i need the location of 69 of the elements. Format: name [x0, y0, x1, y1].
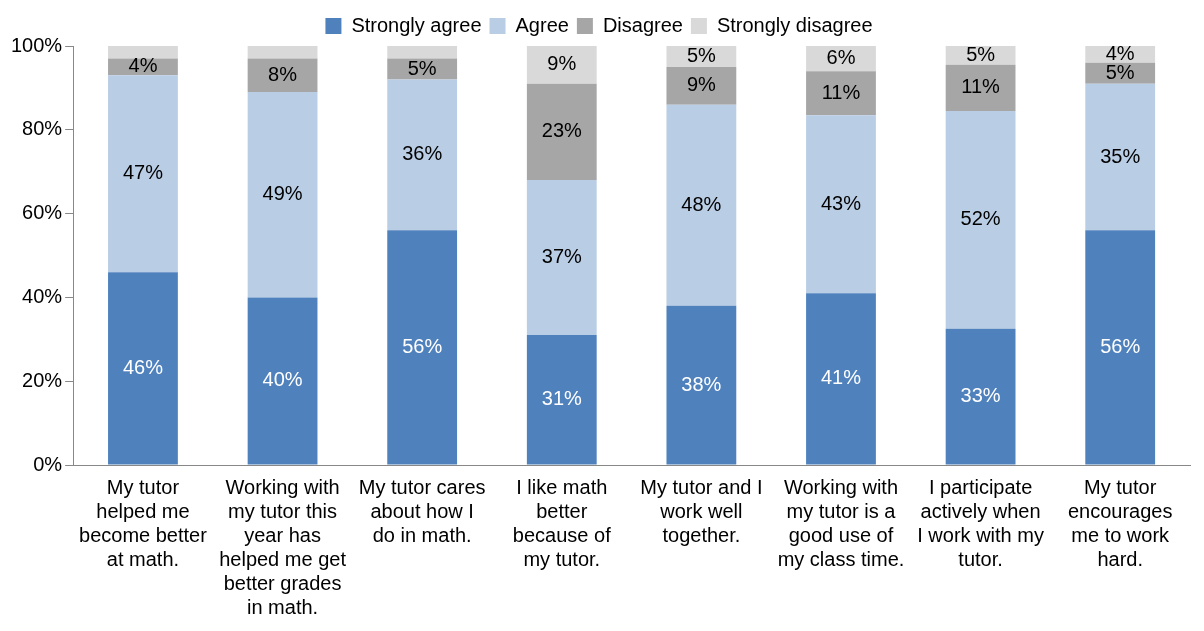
x-tick-label: I like math better because of my tutor. [512, 475, 612, 570]
legend-label: Agree [515, 13, 569, 36]
data-label: 5% [966, 42, 996, 65]
data-label: 36% [402, 142, 443, 165]
x-tick-label: Working with my tutor is a good use of my class time. [777, 475, 905, 570]
bar [387, 230, 458, 465]
data-label: 31% [541, 387, 582, 410]
y-tick-label: 100% [11, 33, 63, 56]
bar [806, 293, 876, 465]
data-label: 40% [262, 368, 303, 391]
legend-label: Strongly disagree [716, 13, 873, 36]
data-label: 5% [407, 56, 437, 79]
x-tick-label: My tutor cares about how I do in math. [358, 475, 486, 546]
data-label: 52% [960, 207, 1001, 230]
bar [526, 83, 597, 181]
data-label: 46% [122, 355, 164, 378]
data-label: 9% [686, 73, 717, 96]
bar [945, 110, 1016, 329]
bar [247, 297, 318, 465]
y-tick-label: 20% [22, 368, 63, 391]
data-label: 35% [1100, 144, 1141, 167]
bar [387, 79, 458, 231]
y-tick-label: 60% [22, 201, 63, 224]
bar [108, 46, 178, 59]
bar [108, 272, 178, 465]
legend-label: Strongly agree [351, 13, 482, 36]
data-label: 56% [1100, 334, 1141, 357]
bar [526, 180, 597, 336]
data-label: 5% [686, 43, 717, 66]
bar [666, 305, 737, 465]
bar [945, 328, 1016, 465]
data-label: 23% [541, 119, 582, 142]
y-tick-label: 80% [22, 117, 63, 140]
bar [247, 92, 318, 298]
bar [1085, 83, 1156, 231]
bar [945, 64, 1016, 111]
bar [806, 71, 876, 116]
bar [108, 75, 178, 273]
data-label: 8% [268, 62, 298, 85]
bar [1085, 230, 1156, 465]
y-tick-label: 40% [22, 284, 63, 307]
data-label: 6% [826, 46, 856, 69]
x-tick-label: I participate actively when I work with my tutor. [917, 475, 1044, 570]
bar [247, 46, 318, 59]
legend-label: Disagree [602, 13, 683, 36]
data-label: 41% [820, 366, 862, 389]
bar [666, 104, 737, 306]
bar [526, 335, 597, 465]
data-label: 4% [128, 54, 158, 77]
bar [526, 46, 597, 84]
data-label: 56% [402, 334, 443, 357]
x-tick-label: My tutor helped me become better at math. [79, 475, 208, 570]
x-tick-label: My tutor and I work well together. [640, 475, 763, 546]
data-label: 43% [820, 191, 862, 214]
data-label: 37% [541, 245, 582, 268]
data-label: 47% [122, 161, 164, 184]
data-label: 38% [681, 372, 722, 395]
x-tick-label: My tutor encourages me to work hard. [1067, 475, 1173, 570]
x-tick-label: Working with my tutor this year has helped me get better grades in math. [219, 475, 347, 618]
bar [387, 46, 458, 59]
bar [666, 66, 737, 105]
data-label: 48% [681, 192, 722, 215]
y-tick-label: 0% [33, 452, 63, 475]
data-label: 11% [821, 80, 861, 103]
data-label: 9% [547, 52, 577, 75]
bar [806, 115, 876, 294]
data-label: 11% [961, 75, 1001, 98]
data-label: 33% [960, 384, 1001, 407]
data-label: 49% [262, 182, 303, 205]
